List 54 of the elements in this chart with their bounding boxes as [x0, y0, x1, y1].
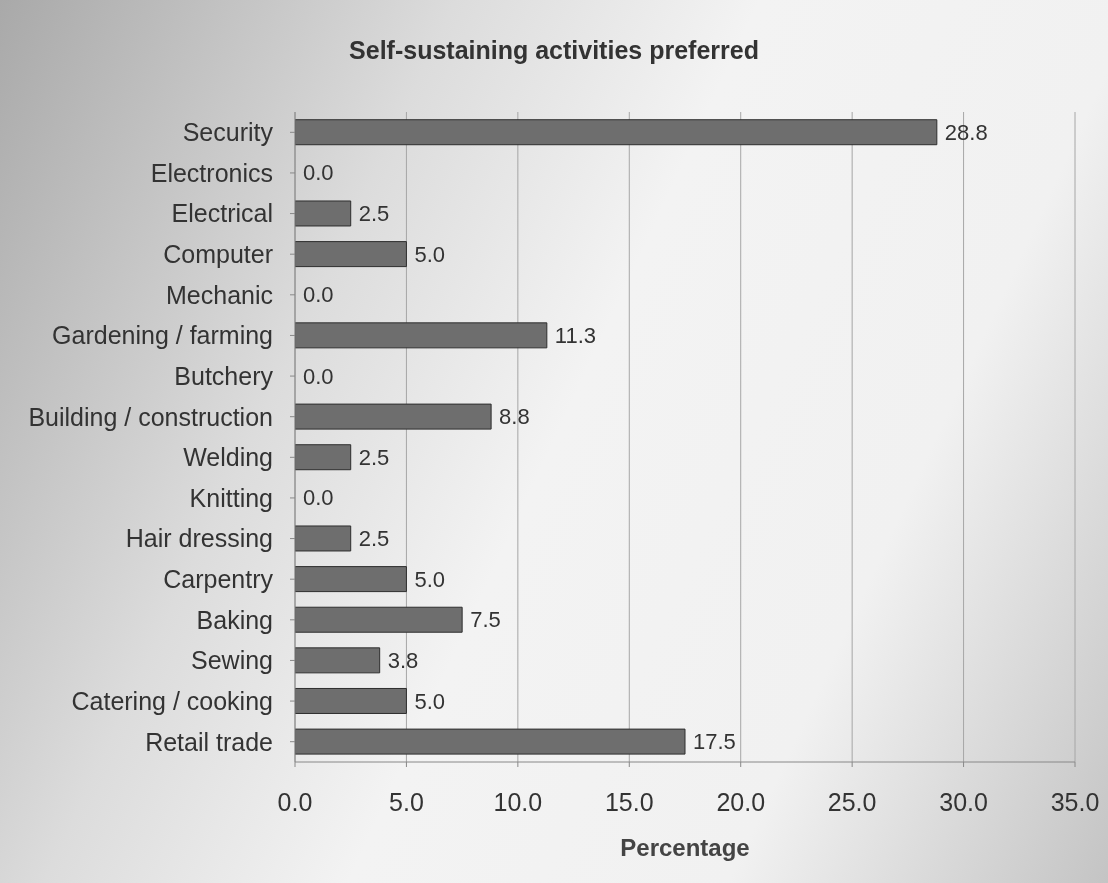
data-label: 0.0: [303, 363, 334, 389]
bar: [295, 687, 407, 714]
data-label: 5.0: [414, 566, 446, 592]
y-tick-label: Building / construction: [28, 402, 273, 431]
y-tick-label: Baking: [196, 605, 273, 634]
bar: [295, 241, 407, 268]
y-tick-label: Knitting: [189, 483, 273, 512]
y-tick-label: Mechanic: [166, 280, 273, 309]
x-tick-label: 5.0: [389, 787, 424, 816]
data-label: 5.0: [414, 241, 446, 267]
bar: [295, 119, 938, 146]
x-tick-label: 0.0: [277, 787, 313, 816]
x-axis-title: Percentage: [619, 834, 751, 862]
y-tick-label: Electrical: [171, 199, 273, 228]
bar: [295, 444, 352, 471]
y-tick-label: Catering / cooking: [71, 686, 273, 715]
bar: [295, 647, 381, 674]
data-label: 8.8: [499, 404, 530, 430]
data-label: 0.0: [303, 160, 334, 186]
y-tick-label: Butchery: [174, 361, 274, 390]
data-label: 5.0: [414, 688, 446, 714]
data-label: 3.8: [387, 647, 419, 673]
data-label: 2.5: [358, 444, 390, 470]
y-tick-label: Electronics: [150, 158, 273, 187]
bar: [295, 728, 686, 755]
data-label: 0.0: [303, 485, 334, 511]
chart-title: Self-sustaining activities preferred: [348, 36, 760, 65]
bar: [295, 566, 407, 593]
x-tick-label: 30.0: [939, 787, 988, 816]
y-tick-label: Carpentry: [163, 565, 274, 594]
bar: [295, 322, 548, 349]
y-tick-label: Gardening / farming: [52, 321, 273, 350]
y-tick-label: Hair dressing: [125, 524, 273, 553]
x-tick-label: 20.0: [716, 787, 766, 816]
data-label: 17.5: [693, 729, 736, 755]
data-label: 0.0: [303, 282, 334, 308]
bar: [295, 403, 492, 430]
y-tick-label: Sewing: [191, 646, 273, 675]
bar: [295, 525, 352, 552]
x-tick-label: 10.0: [493, 787, 543, 816]
data-label: 2.5: [358, 526, 390, 552]
bar: [295, 606, 463, 633]
data-label: 2.5: [358, 201, 390, 227]
data-label: 28.8: [944, 119, 988, 145]
x-tick-label: 35.0: [1050, 787, 1100, 816]
y-tick-label: Security: [182, 118, 274, 147]
data-label: 11.3: [554, 322, 597, 348]
data-label: 7.5: [470, 607, 501, 633]
y-tick-label: Welding: [183, 443, 273, 472]
y-tick-label: Computer: [163, 240, 273, 269]
y-tick-label: Retail trade: [145, 727, 273, 756]
x-tick-label: 15.0: [604, 787, 654, 816]
bar: [295, 200, 352, 227]
x-tick-label: 25.0: [827, 787, 877, 816]
